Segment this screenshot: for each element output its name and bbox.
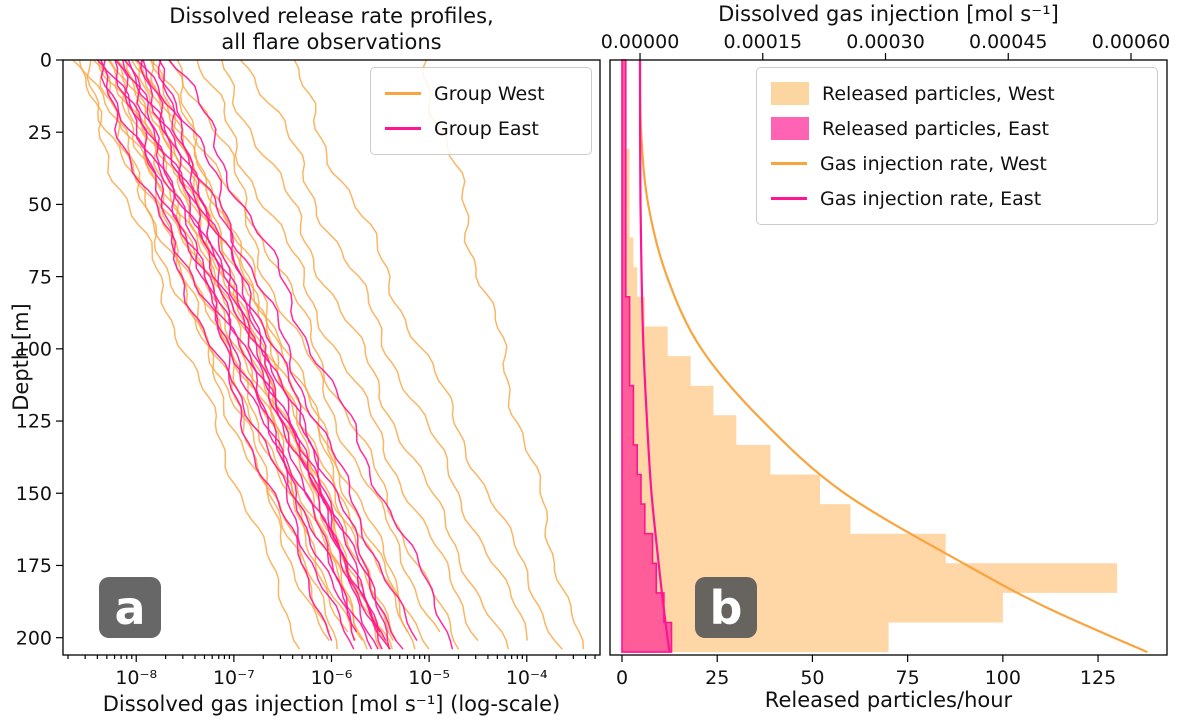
profile-line [130, 60, 409, 633]
profile-line [142, 60, 391, 650]
svg-text:175: 175 [16, 555, 52, 577]
profile-line [158, 60, 404, 650]
profiles-east [96, 60, 454, 650]
legend-item-injection-east: Gas injection rate, East [757, 181, 1157, 216]
profile-line [139, 60, 387, 641]
profile-line [126, 60, 394, 650]
panel-b-label-badge: b [695, 577, 757, 638]
profile-line [78, 60, 338, 650]
legend-label-released-east: Released particles, East [822, 117, 1049, 140]
svg-text:10⁻⁷: 10⁻⁷ [213, 667, 255, 689]
profile-line [150, 60, 416, 650]
svg-text:0.00060: 0.00060 [1092, 31, 1171, 53]
svg-text:25: 25 [28, 122, 52, 144]
svg-text:50: 50 [28, 194, 52, 216]
svg-text:0.00045: 0.00045 [969, 31, 1048, 53]
panel-a-profiles [72, 60, 585, 650]
profile-line [100, 60, 358, 633]
panel-a-title: Dissolved release rate profiles, all fla… [63, 3, 600, 56]
profile-line [72, 60, 301, 650]
injection-east-line-swatch [771, 197, 807, 200]
legend-item-released-east: Released particles, East [757, 111, 1157, 146]
panel-b-legend: Released particles, West Released partic… [756, 67, 1158, 225]
group-west-line-swatch [385, 92, 421, 95]
tick-labels: 10⁻⁸ 10⁻⁷ 10⁻⁶ 10⁻⁵ 10⁻⁴ 0 25 50 75 100 125 150 175 2… [16, 31, 1171, 689]
panel-a-title-line1: Dissolved release rate profiles, [169, 4, 494, 28]
svg-text:50: 50 [800, 667, 824, 689]
svg-text:75: 75 [28, 266, 52, 288]
profile-line [114, 60, 373, 650]
svg-text:10⁻⁴: 10⁻⁴ [506, 667, 548, 689]
svg-text:0: 0 [616, 667, 628, 689]
legend-label-injection-west: Gas injection rate, West [820, 152, 1047, 175]
injection-west-line-swatch [771, 162, 807, 165]
curve-injection-east [638, 59, 671, 653]
svg-text:200: 200 [16, 627, 52, 649]
svg-text:100: 100 [16, 338, 52, 360]
y-axis-label: Depth [m] [9, 303, 33, 411]
svg-text:10⁻⁸: 10⁻⁸ [115, 667, 157, 689]
panel-a-title-line2: all flare observations [221, 30, 442, 55]
profile-line [221, 60, 510, 650]
profile-line [293, 60, 563, 650]
legend-label-group-east: Group East [434, 117, 539, 140]
profile-line [239, 60, 528, 641]
panel-b-bottom-axis-label: Released particles/hour [764, 688, 1013, 712]
group-east-line-swatch [385, 127, 421, 130]
panel-a-legend: Group West Group East [370, 67, 592, 155]
profile-line [107, 60, 381, 650]
legend-item-released-west: Released particles, West [757, 76, 1157, 111]
profile-line [421, 60, 585, 650]
profile-line [176, 60, 460, 650]
profile-line [136, 60, 391, 650]
svg-text:0.00015: 0.00015 [723, 31, 802, 53]
panel-a-x-axis-label: Dissolved gas injection [mol s⁻¹] (log-s… [102, 692, 561, 716]
profile-line [196, 60, 479, 642]
curve-injection-west [638, 59, 1148, 654]
svg-text:10⁻⁶: 10⁻⁶ [311, 667, 353, 689]
svg-text:25: 25 [705, 667, 729, 689]
hist-west [622, 60, 1118, 653]
profile-line [168, 60, 454, 650]
legend-label-released-west: Released particles, West [822, 82, 1055, 105]
legend-item-group-west: Group West [371, 76, 591, 111]
svg-text:100: 100 [985, 667, 1021, 689]
released-west-patch-swatch [771, 82, 809, 105]
legend-item-injection-west: Gas injection rate, West [757, 146, 1157, 181]
svg-text:75: 75 [896, 667, 920, 689]
profile-line [114, 60, 356, 641]
svg-text:10⁻⁵: 10⁻⁵ [408, 667, 450, 689]
panel-b-top-axis-label: Dissolved gas injection [mol s⁻¹] [718, 2, 1059, 26]
profile-line [86, 60, 330, 642]
svg-text:0.00030: 0.00030 [846, 31, 925, 53]
profile-line [117, 60, 363, 642]
legend-label-group-west: Group West [434, 82, 545, 105]
svg-text:150: 150 [16, 483, 52, 505]
legend-item-group-east: Group East [371, 111, 591, 146]
svg-text:0: 0 [40, 50, 52, 72]
svg-text:125: 125 [16, 411, 52, 433]
panel-a-label-badge: a [99, 577, 161, 638]
legend-label-injection-east: Gas injection rate, East [820, 187, 1042, 210]
svg-text:0.00000: 0.00000 [601, 31, 680, 53]
panel-b-spine [609, 59, 1168, 656]
profile-line [157, 60, 418, 641]
profile-line [168, 60, 441, 633]
released-east-patch-swatch [771, 117, 809, 140]
svg-text:125: 125 [1080, 667, 1116, 689]
profile-line [96, 60, 333, 641]
tick-marks [56, 53, 1132, 662]
